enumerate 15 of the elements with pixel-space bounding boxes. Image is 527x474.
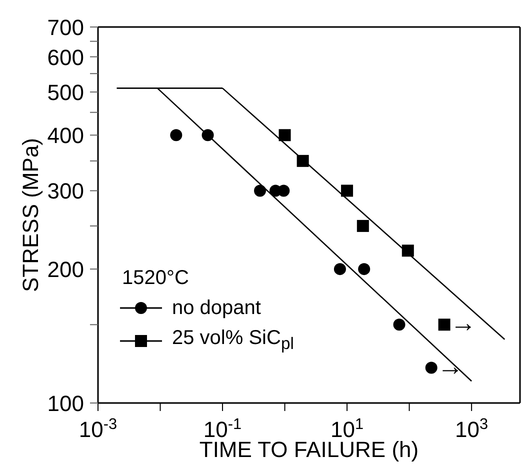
y-tick-label: 100 (47, 391, 84, 416)
y-axis-title: STRESS (MPa) (18, 138, 43, 292)
y-tick-label: 200 (47, 257, 84, 282)
x-tick-label: 10$^{3}$ (455, 416, 488, 442)
y-tick-label: 300 (47, 178, 84, 204)
annotation: → (437, 350, 464, 381)
y-tick-label: 600 (47, 44, 84, 70)
y-tick-label: 500 (47, 80, 84, 106)
y-tick-label: 400 (47, 123, 84, 148)
legend-label: 25 vol% SiC$_{pl}$ (172, 327, 294, 353)
annotation: → (450, 308, 476, 338)
y-tick-label: 700 (47, 15, 84, 40)
legend-title: 1520°C (121, 266, 190, 291)
legend-label: no dopant (172, 297, 261, 319)
x-tick-label: 10$^{-3}$ (78, 416, 118, 442)
